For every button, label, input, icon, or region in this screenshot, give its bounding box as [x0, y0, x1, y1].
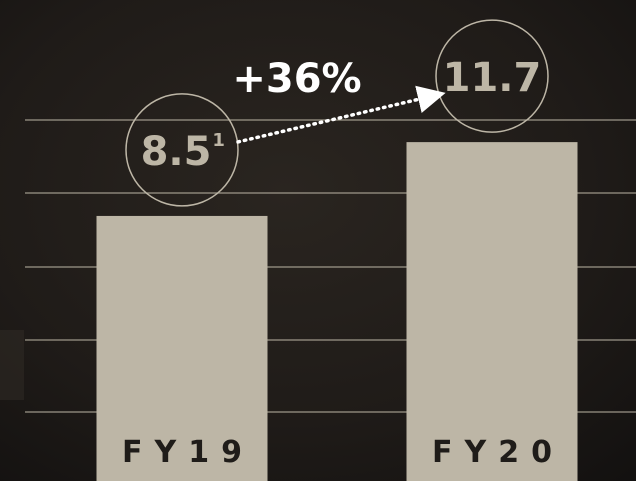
- growth-annotation: +36%: [232, 56, 361, 102]
- texture: [0, 330, 24, 400]
- value-label: 8.5: [141, 129, 212, 175]
- x-tick-label: FY19: [122, 435, 254, 470]
- value-label: 11.7: [443, 55, 542, 101]
- x-tick-label: FY20: [432, 435, 564, 470]
- footnote-mark: 1: [212, 130, 225, 151]
- bar: [407, 142, 578, 481]
- chart: FY19 8.51 FY20 11.7 +36%: [0, 0, 636, 481]
